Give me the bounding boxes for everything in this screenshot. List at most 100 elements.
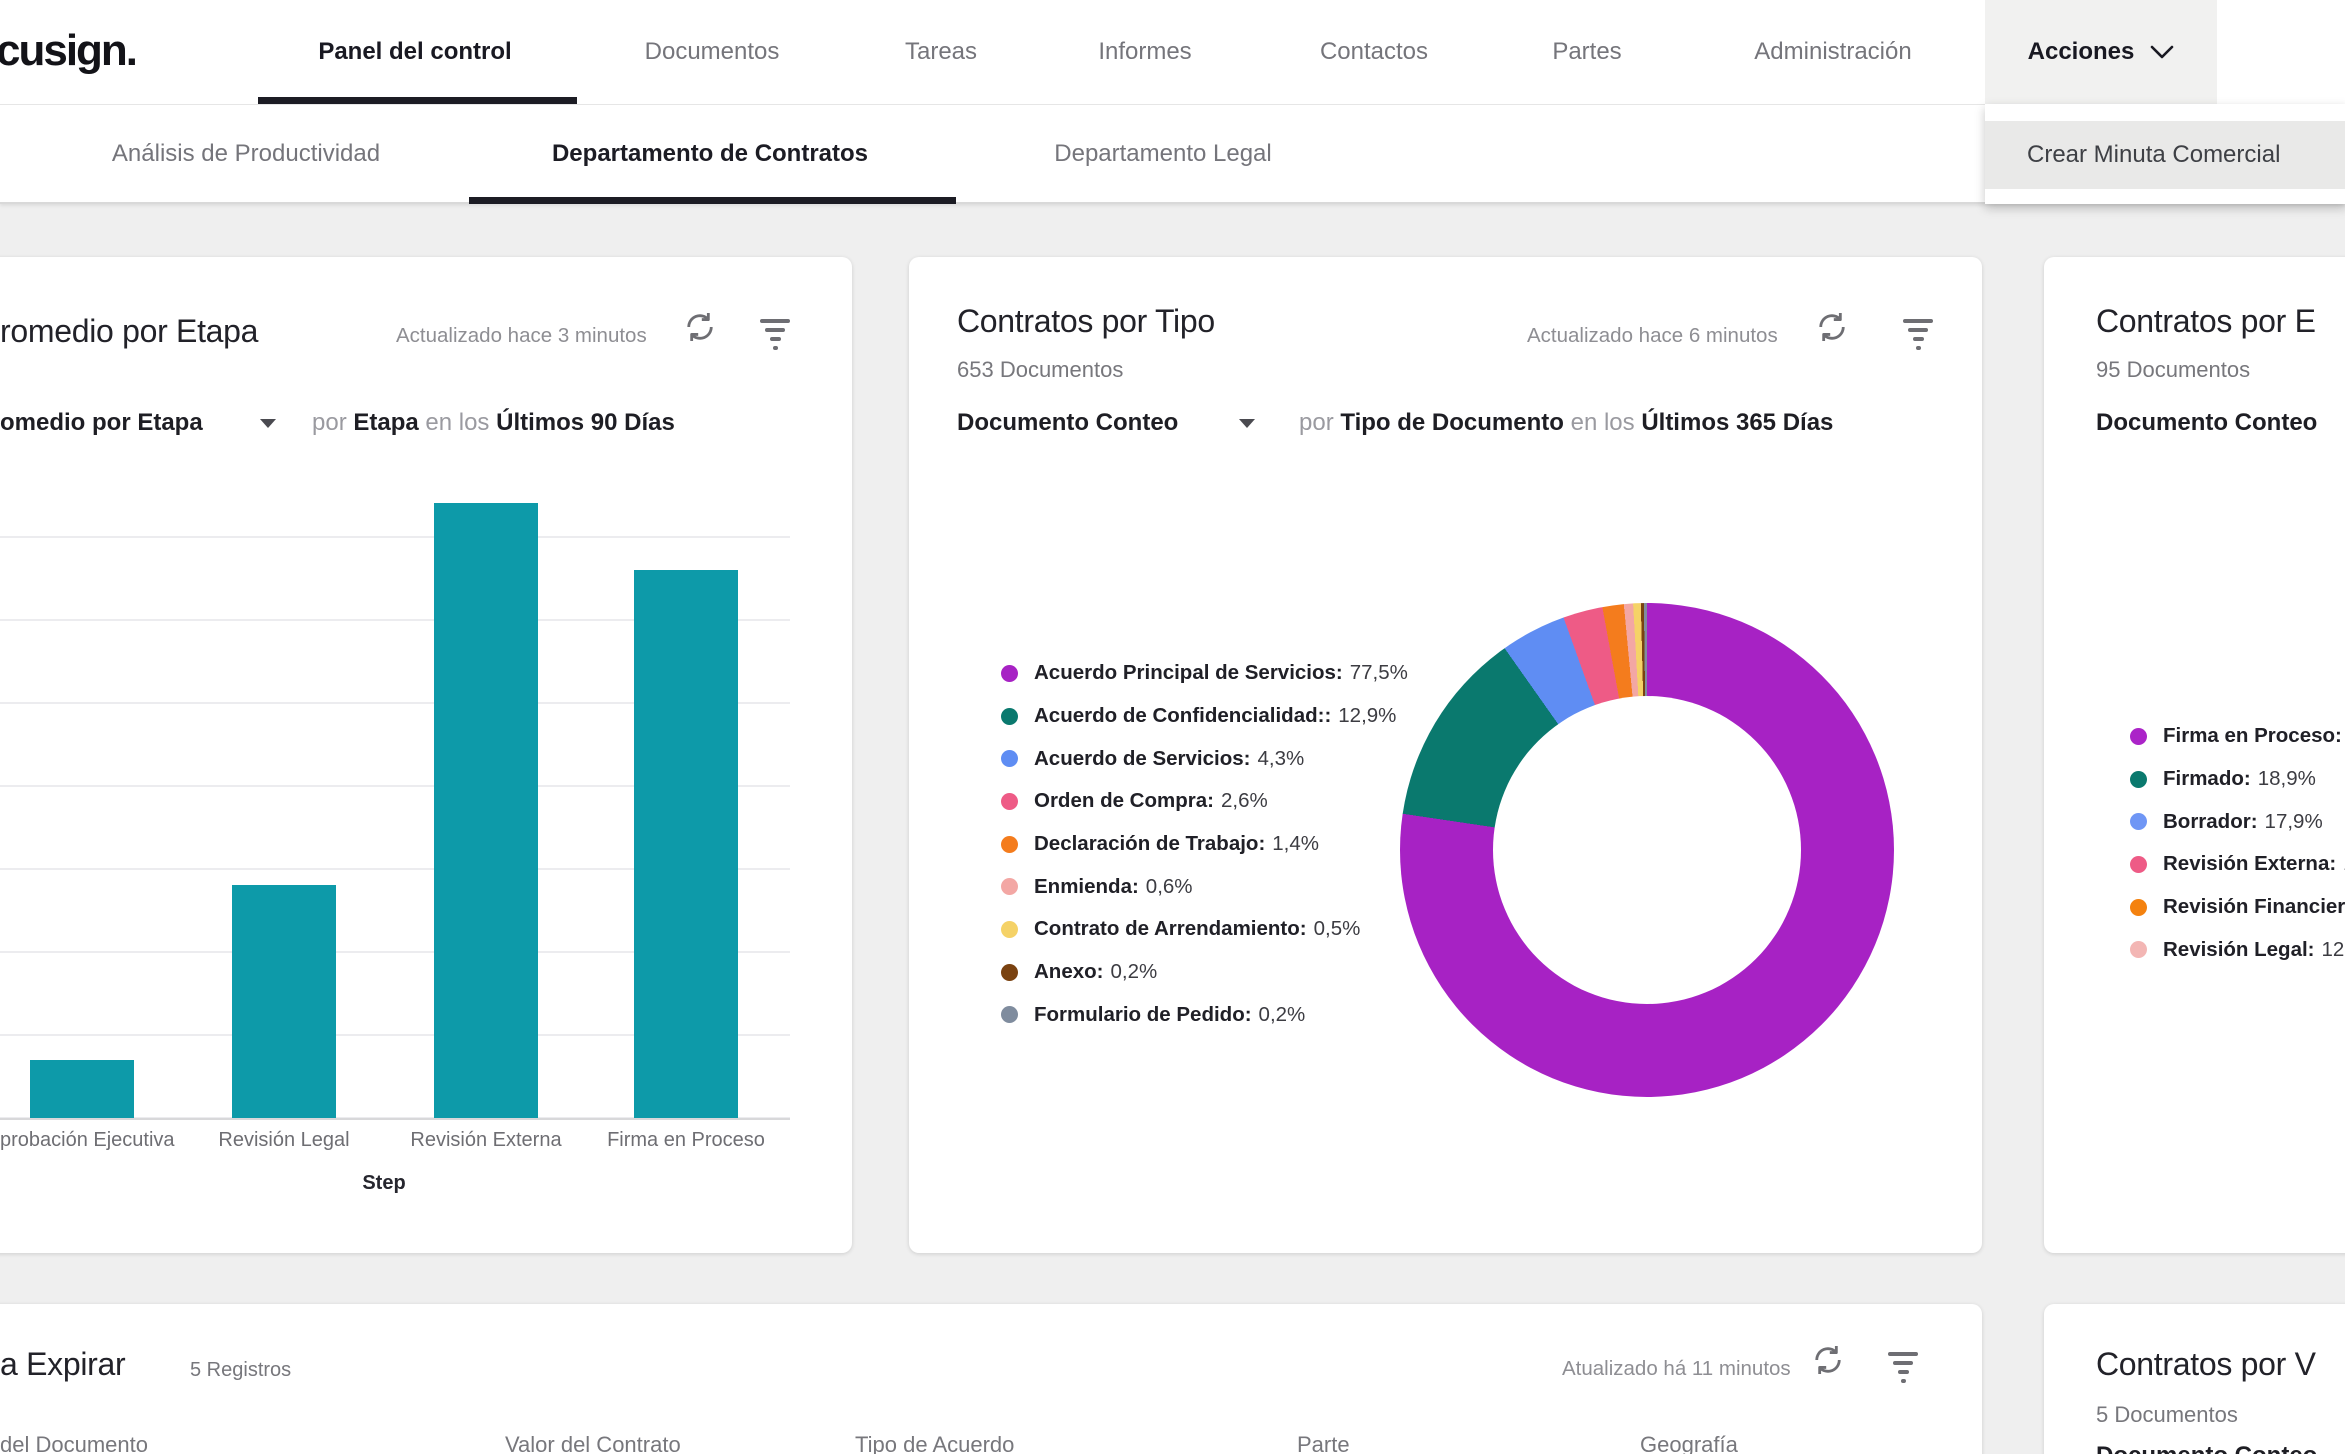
card-title: Contratos por E	[2096, 303, 2316, 339]
subtab-departamento-de-contratos[interactable]: Departamento de Contratos	[551, 139, 869, 167]
donut-legend: Firma en Proceso: Firmado: 18,9% Borrador: 1…	[2130, 715, 2345, 971]
document-count: 653 Documentos	[957, 357, 1124, 382]
card-contracts-by-status: Contratos por E 95 Documentos Documento …	[2044, 257, 2345, 1253]
actions-label: Acciones	[2027, 38, 2135, 65]
legend-swatch-icon	[2130, 855, 2147, 873]
legend-label: Acuerdo de Servicios:	[1034, 746, 1251, 770]
legend-label: Firma en Proceso:	[2163, 724, 2342, 748]
legend-item: Revisión Legal:12,6	[2130, 928, 2345, 971]
metric-selector[interactable]: omedio por Etapa	[0, 409, 203, 436]
selector-caret-icon	[260, 419, 276, 428]
actions-menu: Crear Minuta Comercial	[1985, 104, 2345, 204]
legend-item: Acuerdo Principal de Servicios: 77,5%	[1001, 652, 1408, 695]
legend-value: 18,9%	[2257, 767, 2316, 791]
document-count: 5 Documentos	[2096, 1402, 2238, 1427]
legend-swatch-icon	[1001, 664, 1018, 682]
legend-item: Firmado: 18,9%	[2130, 758, 2345, 801]
gridline	[0, 619, 790, 621]
donut-legend: Acuerdo Principal de Servicios: 77,5% Acue…	[1001, 652, 1408, 1036]
chart-byline: por Etapa en los Últimos 90 Días	[312, 409, 675, 437]
legend-label: Formulario de Pedido:	[1034, 1002, 1252, 1026]
metric-selector[interactable]: Documento Conteo	[957, 409, 1179, 436]
metric-selector[interactable]: Documento Conteo	[2096, 409, 2318, 436]
column-header-3[interactable]: Tipo de Acuerdo	[855, 1432, 1015, 1454]
nav-item-panel-del-control[interactable]: Panel del control	[318, 38, 512, 65]
x-axis-line	[0, 1118, 790, 1120]
byline-prefix: por	[1299, 409, 1341, 436]
byline-connector: en los	[418, 409, 497, 436]
legend-swatch-icon	[2130, 941, 2147, 959]
legend-item: Revisión Externa:1	[2130, 843, 2345, 886]
chart-byline: por Tipo de Documento en los Últimos 365…	[1299, 409, 1833, 437]
nav-item-contactos[interactable]: Contactos	[1319, 38, 1429, 65]
donut-chart	[1400, 603, 1894, 1097]
metric-selector[interactable]: Documento Conteo	[2096, 1442, 2317, 1454]
document-count: 95 Documentos	[2096, 357, 2251, 382]
filter-icon[interactable]	[1888, 1352, 1918, 1383]
nav-item-documentos[interactable]: Documentos	[644, 38, 780, 65]
legend-value: 17,9%	[2264, 809, 2323, 833]
legend-value: 0,2%	[1258, 1002, 1306, 1026]
nav-item-tareas[interactable]: Tareas	[904, 38, 978, 65]
actions-dropdown-button[interactable]: Acciones	[1985, 0, 2217, 104]
brand-logo: cusign.	[0, 26, 138, 75]
gridline	[0, 1034, 790, 1036]
legend-item: Formulario de Pedido: 0,2%	[1001, 994, 1408, 1037]
nav-item-partes[interactable]: Partes	[1552, 38, 1622, 65]
chevron-down-icon	[2151, 45, 2174, 59]
filter-icon[interactable]	[760, 319, 790, 350]
column-header-2[interactable]: Valor del Contrato	[505, 1432, 681, 1454]
legend-swatch-icon	[1001, 878, 1018, 896]
legend-swatch-icon	[1001, 707, 1018, 725]
gridline	[0, 785, 790, 787]
subtab-departamento-legal[interactable]: Departamento Legal	[1054, 139, 1272, 167]
menu-item-crear-minuta-comercial[interactable]: Crear Minuta Comercial	[1985, 121, 2345, 189]
legend-value: 12,6	[2321, 937, 2345, 961]
legend-label: Revisión Financiero	[2163, 895, 2345, 919]
last-updated-text: Actualizado hace 6 minutos	[1527, 324, 1778, 347]
legend-label: Acuerdo de Confidencialidad::	[1034, 704, 1332, 728]
refresh-icon[interactable]	[1810, 1342, 1846, 1383]
column-header-4[interactable]: Parte	[1297, 1432, 1350, 1454]
card-contracts-by-type: Contratos por Tipo 653 Documentos Actual…	[909, 257, 1982, 1253]
nav-item-administraci-n[interactable]: Administración	[1754, 38, 1912, 65]
legend-item: Enmienda: 0,6%	[1001, 865, 1408, 908]
filter-icon[interactable]	[1903, 319, 1933, 350]
byline-connector: en los	[1563, 409, 1642, 436]
card-title: Contratos por V	[2096, 1346, 2316, 1382]
card-avg-by-stage: romedio por Etapa Actualizado hace 3 min…	[0, 257, 852, 1253]
subtab-an-lisis-de-productividad[interactable]: Análisis de Productividad	[111, 139, 381, 167]
refresh-icon[interactable]	[682, 309, 718, 350]
last-updated-text: Atualizado há 11 minutos	[1562, 1357, 1791, 1380]
legend-swatch-icon	[2130, 898, 2147, 916]
legend-swatch-icon	[1001, 963, 1018, 981]
bar-1	[30, 1060, 134, 1118]
record-count: 5 Registros	[190, 1359, 292, 1381]
legend-label: Firmado:	[2163, 767, 2251, 791]
card-expiring-contracts: a Expirar 5 Registros Atualizado há 11 m…	[0, 1304, 1982, 1454]
legend-swatch-icon	[1001, 835, 1018, 853]
legend-item: Acuerdo de Confidencialidad:: 12,9%	[1001, 695, 1408, 738]
column-header-5[interactable]: Geografía	[1640, 1432, 1738, 1454]
column-header-1[interactable]: del Documento	[0, 1432, 148, 1454]
last-updated-text: Actualizado hace 3 minutos	[396, 324, 647, 347]
active-subtab-underline	[469, 197, 956, 204]
bar-3	[434, 503, 538, 1118]
legend-value: 77,5%	[1349, 661, 1408, 685]
secondary-nav: Análisis de Productividad Departamento de…	[0, 105, 2345, 204]
legend-swatch-icon	[1001, 750, 1018, 768]
legend-label: Acuerdo Principal de Servicios:	[1034, 661, 1343, 685]
primary-nav: cusign. Panel del control Documentos Tarea…	[0, 0, 2345, 105]
byline-field: Etapa	[353, 409, 419, 436]
legend-item: Revisión Financiero	[2130, 886, 2345, 929]
legend-value: 1	[2343, 852, 2345, 876]
legend-value: 0,5%	[1313, 917, 1361, 941]
byline-field: Tipo de Documento	[1340, 409, 1564, 436]
nav-item-informes[interactable]: Informes	[1098, 38, 1192, 65]
refresh-icon[interactable]	[1814, 309, 1850, 350]
card-contracts-by-value: Contratos por V 5 Documentos Documento C…	[2044, 1304, 2345, 1454]
donut-hole	[1493, 696, 1801, 1004]
legend-swatch-icon	[2130, 770, 2147, 788]
legend-item: Declaración de Trabajo: 1,4%	[1001, 823, 1408, 866]
